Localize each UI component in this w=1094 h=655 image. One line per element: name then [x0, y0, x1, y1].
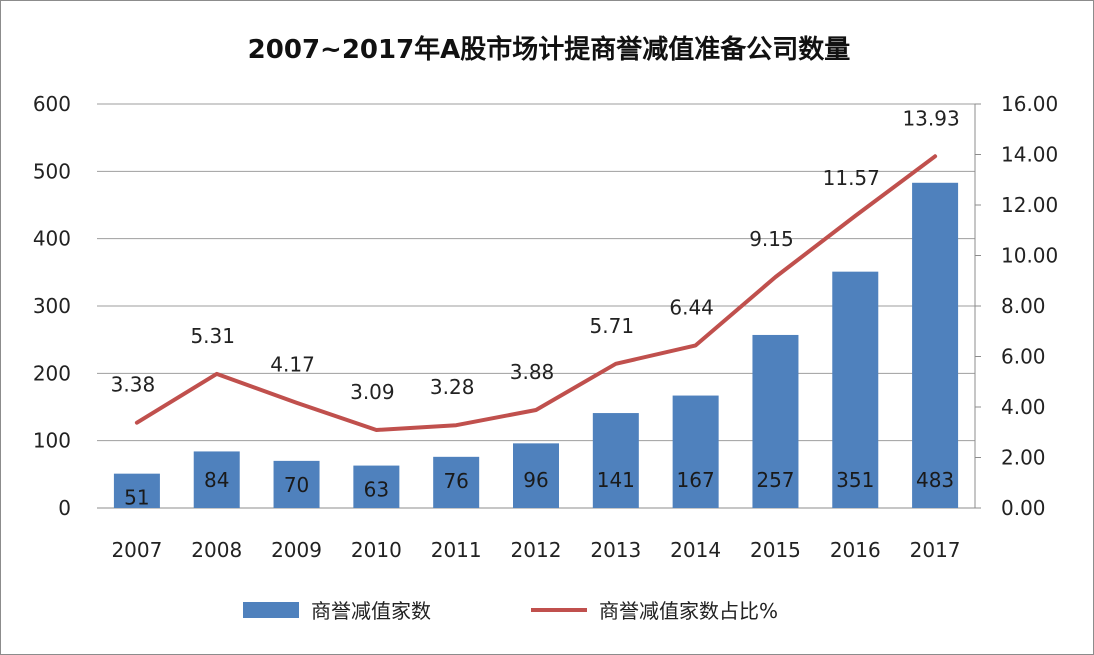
bar-data-label: 167 — [677, 468, 715, 492]
y-left-tick-label: 400 — [33, 227, 71, 251]
line-data-label: 5.31 — [190, 324, 235, 348]
chart-title: 2007~2017年A股市场计提商誉减值准备公司数量 — [248, 34, 851, 65]
x-tick-label: 2015 — [750, 538, 801, 562]
bar-data-label: 70 — [284, 473, 309, 497]
line-data-label: 4.17 — [270, 353, 315, 377]
legend-swatch-bars — [243, 602, 299, 618]
bar — [592, 413, 639, 508]
x-tick-label: 2009 — [271, 538, 322, 562]
x-tick-label: 2010 — [351, 538, 402, 562]
legend-label-line: 商誉减值家数占比% — [599, 599, 778, 623]
y-left-tick-label: 200 — [33, 361, 71, 385]
bar-data-label: 84 — [204, 468, 229, 492]
y-left-tick-label: 500 — [33, 159, 71, 183]
x-tick-label: 2007 — [111, 538, 162, 562]
legend-label-bars: 商誉减值家数 — [311, 599, 431, 623]
left-axis: 0 100 200 300 400 500 600 — [33, 92, 71, 520]
y-right-tick-label: 2.00 — [1001, 446, 1046, 470]
bar — [513, 443, 559, 508]
y-right-tick-label: 8.00 — [1001, 294, 1046, 318]
line-data-label: 3.38 — [111, 373, 156, 397]
bar — [912, 182, 959, 508]
bar-data-label: 51 — [124, 486, 149, 510]
bar-data-label: 96 — [523, 468, 548, 492]
bar-data-label: 257 — [756, 468, 794, 492]
line-data-label: 11.57 — [823, 166, 880, 190]
bar-data-label: 483 — [916, 468, 954, 492]
bar-data-label: 76 — [443, 469, 468, 493]
x-tick-label: 2013 — [590, 538, 641, 562]
y-right-tick-label: 12.00 — [1001, 193, 1058, 217]
x-tick-label: 2016 — [830, 538, 881, 562]
line-data-label: 13.93 — [902, 106, 959, 130]
x-tick-label: 2008 — [191, 538, 242, 562]
gridlines — [97, 103, 976, 509]
x-tick-label: 2012 — [511, 538, 562, 562]
x-tick-label: 2017 — [910, 538, 961, 562]
y-right-tick-label: 0.00 — [1001, 496, 1046, 520]
bar-data-label: 63 — [364, 478, 389, 502]
x-tick-label: 2011 — [431, 538, 482, 562]
bar — [273, 460, 320, 508]
line-data-label: 6.44 — [669, 295, 714, 319]
bar — [193, 451, 240, 508]
y-left-tick-label: 300 — [33, 294, 71, 318]
y-right-tick-label: 6.00 — [1001, 345, 1046, 369]
bar — [113, 473, 160, 508]
bar-data-label: 351 — [836, 468, 874, 492]
line-data-label: 3.28 — [430, 375, 475, 399]
bar-data-label: 141 — [597, 468, 635, 492]
line-data-label: 3.09 — [350, 380, 395, 404]
x-axis: 2007 2008 2009 2010 2011 2012 2013 2014 2015 2016… — [111, 538, 960, 562]
line-series: 3.38 5.31 4.17 3.09 3.28 3.88 5.71 6.44 9.15 11.5… — [111, 106, 960, 432]
bar — [832, 271, 879, 508]
y-right-tick-label: 16.00 — [1001, 92, 1058, 116]
bar-series: 51 84 70 63 76 96 141 167 257 351 483 — [113, 182, 959, 510]
line-data-label: 5.71 — [590, 314, 635, 338]
bar — [752, 334, 799, 508]
line-path — [134, 154, 938, 432]
right-axis: 0.00 2.00 4.00 6.00 8.00 10.00 12.00 14.00 16.00 — [975, 92, 1058, 520]
y-right-tick-label: 14.00 — [1001, 143, 1058, 167]
x-tick-label: 2014 — [670, 538, 721, 562]
y-left-tick-label: 100 — [33, 429, 71, 453]
line-data-label: 3.88 — [510, 360, 555, 384]
y-left-tick-label: 0 — [58, 496, 71, 520]
bar — [433, 456, 480, 508]
line-data-label: 9.15 — [749, 227, 794, 251]
y-left-tick-label: 600 — [33, 92, 71, 116]
y-right-tick-label: 4.00 — [1001, 395, 1046, 419]
bar — [672, 395, 719, 508]
legend: 商誉减值家数 商誉减值家数占比% — [243, 599, 778, 623]
y-right-tick-label: 10.00 — [1001, 244, 1058, 268]
bar — [353, 465, 400, 508]
